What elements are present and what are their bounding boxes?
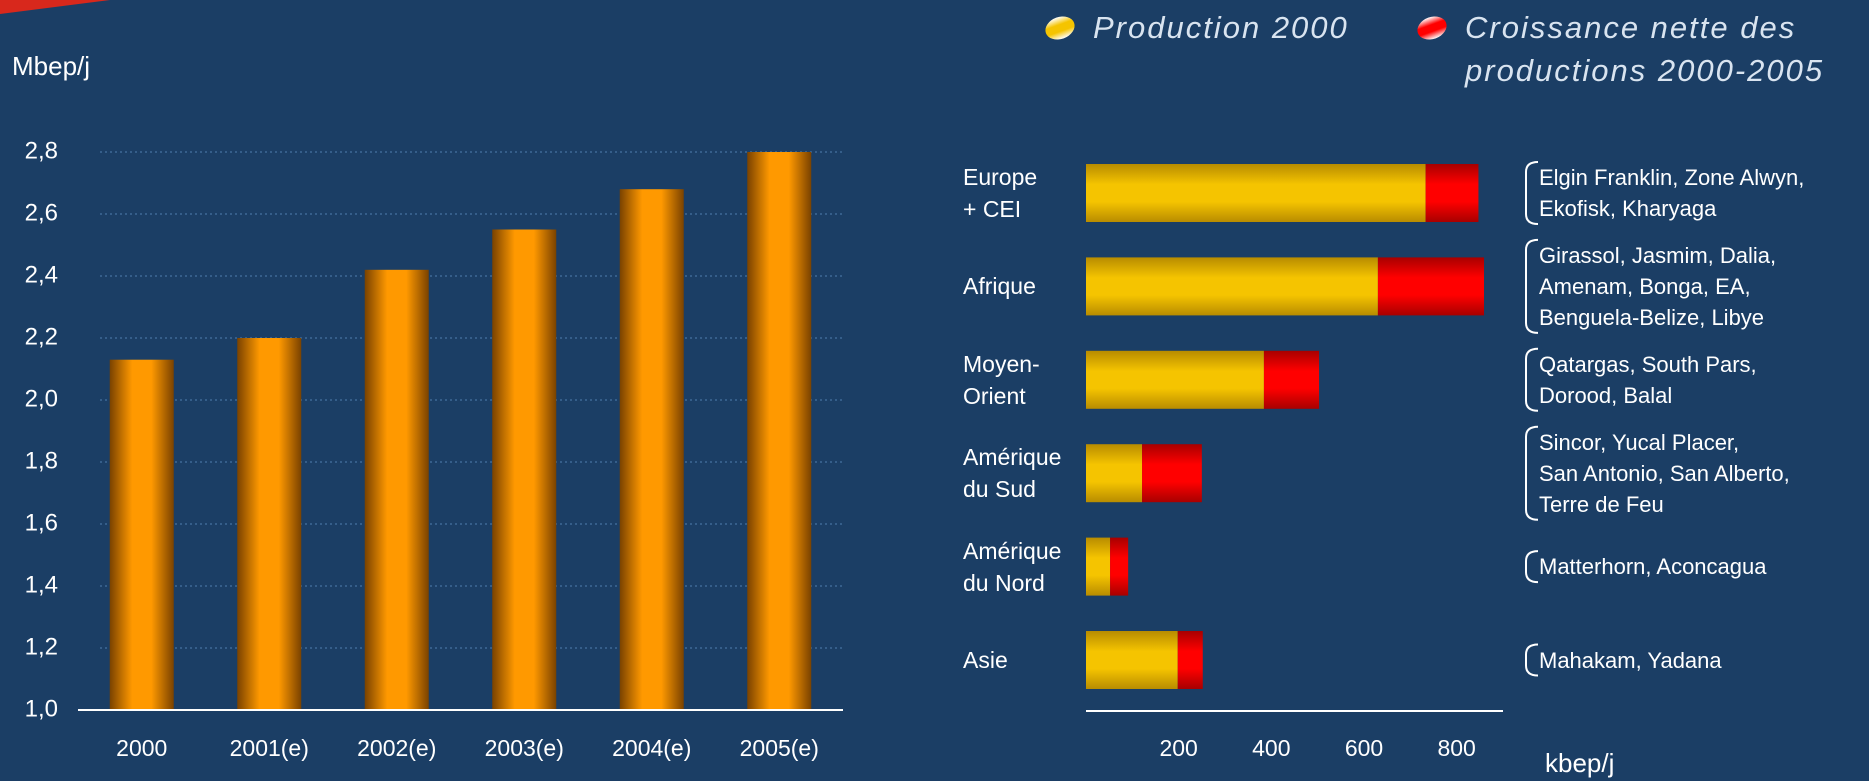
legend-label: Production 2000 bbox=[1093, 10, 1349, 45]
x-tick-label: 2005(e) bbox=[740, 735, 819, 761]
bar-segment bbox=[1263, 350, 1320, 409]
bar-segment bbox=[1110, 537, 1129, 596]
bar-segment bbox=[1086, 537, 1111, 596]
x-tick-label: 800 bbox=[1437, 735, 1475, 761]
y-tick-label: 1,0 bbox=[25, 695, 58, 722]
y-tick-label: 2,4 bbox=[25, 261, 58, 288]
annotation: Qatargas, South Pars, Dorood, Balal bbox=[1539, 351, 1757, 408]
category-label: Europe + CEI bbox=[963, 164, 1038, 222]
bar-segment bbox=[1142, 444, 1202, 503]
legend-marker bbox=[1045, 16, 1075, 40]
y-tick-label: 2,8 bbox=[25, 137, 58, 164]
category-label: Amérique du Nord bbox=[963, 537, 1062, 596]
brace bbox=[1525, 161, 1539, 225]
bar bbox=[237, 338, 302, 710]
annotation: Girassol, Jasmim, Dalia, Amenam, Bonga, … bbox=[1539, 242, 1777, 330]
brace bbox=[1525, 347, 1539, 412]
x-axis-label: kbep/j bbox=[1545, 748, 1614, 778]
bar-segment bbox=[1086, 444, 1143, 503]
bar-segment bbox=[1377, 257, 1485, 316]
corner-decoration bbox=[0, 0, 110, 14]
y-tick-label: 1,4 bbox=[25, 571, 58, 598]
bar-segment bbox=[1177, 631, 1203, 689]
x-tick-label: 2001(e) bbox=[230, 735, 309, 761]
annotation: Sincor, Yucal Placer, San Antonio, San A… bbox=[1539, 429, 1790, 517]
y-tick-label: 1,6 bbox=[25, 509, 58, 536]
bar bbox=[109, 359, 174, 710]
bar bbox=[492, 229, 557, 710]
bar-segment bbox=[1086, 257, 1378, 316]
bar bbox=[619, 189, 684, 710]
y-tick-label: 2,6 bbox=[25, 199, 58, 226]
bar-segment bbox=[1086, 164, 1426, 222]
y-axis-label: Mbep/j bbox=[12, 51, 90, 81]
y-tick-label: 1,2 bbox=[25, 633, 58, 660]
x-tick-label: 2003(e) bbox=[485, 735, 564, 761]
x-tick-label: 600 bbox=[1345, 735, 1383, 761]
annotation: Elgin Franklin, Zone Alwyn, Ekofisk, Kha… bbox=[1539, 165, 1805, 221]
legend-label: Croissance nette des productions 2000-20… bbox=[1465, 10, 1825, 88]
y-tick-label: 2,0 bbox=[25, 385, 58, 412]
bar-segment bbox=[1425, 164, 1479, 222]
brace bbox=[1525, 643, 1539, 677]
x-tick-label: 2004(e) bbox=[612, 735, 691, 761]
x-tick-label: 200 bbox=[1159, 735, 1197, 761]
bar bbox=[364, 269, 429, 710]
category-label: Moyen- Orient bbox=[963, 350, 1040, 409]
y-tick-label: 2,2 bbox=[25, 323, 58, 350]
x-tick-label: 2000 bbox=[116, 735, 167, 761]
brace bbox=[1525, 425, 1539, 521]
category-label: Amérique du Sud bbox=[963, 444, 1062, 503]
x-tick-label: 2002(e) bbox=[357, 735, 436, 761]
annotation: Matterhorn, Aconcagua bbox=[1539, 554, 1767, 580]
y-tick-label: 1,8 bbox=[25, 447, 58, 474]
category-label: Asie bbox=[963, 647, 1008, 673]
legend-marker bbox=[1417, 16, 1447, 40]
annotation: Mahakam, Yadana bbox=[1539, 647, 1722, 673]
bar-segment bbox=[1086, 631, 1178, 689]
bar bbox=[747, 152, 812, 710]
brace bbox=[1525, 238, 1539, 334]
brace bbox=[1525, 550, 1539, 584]
category-label: Afrique bbox=[963, 273, 1036, 300]
x-tick-label: 400 bbox=[1252, 735, 1290, 761]
bar-segment bbox=[1086, 350, 1264, 409]
